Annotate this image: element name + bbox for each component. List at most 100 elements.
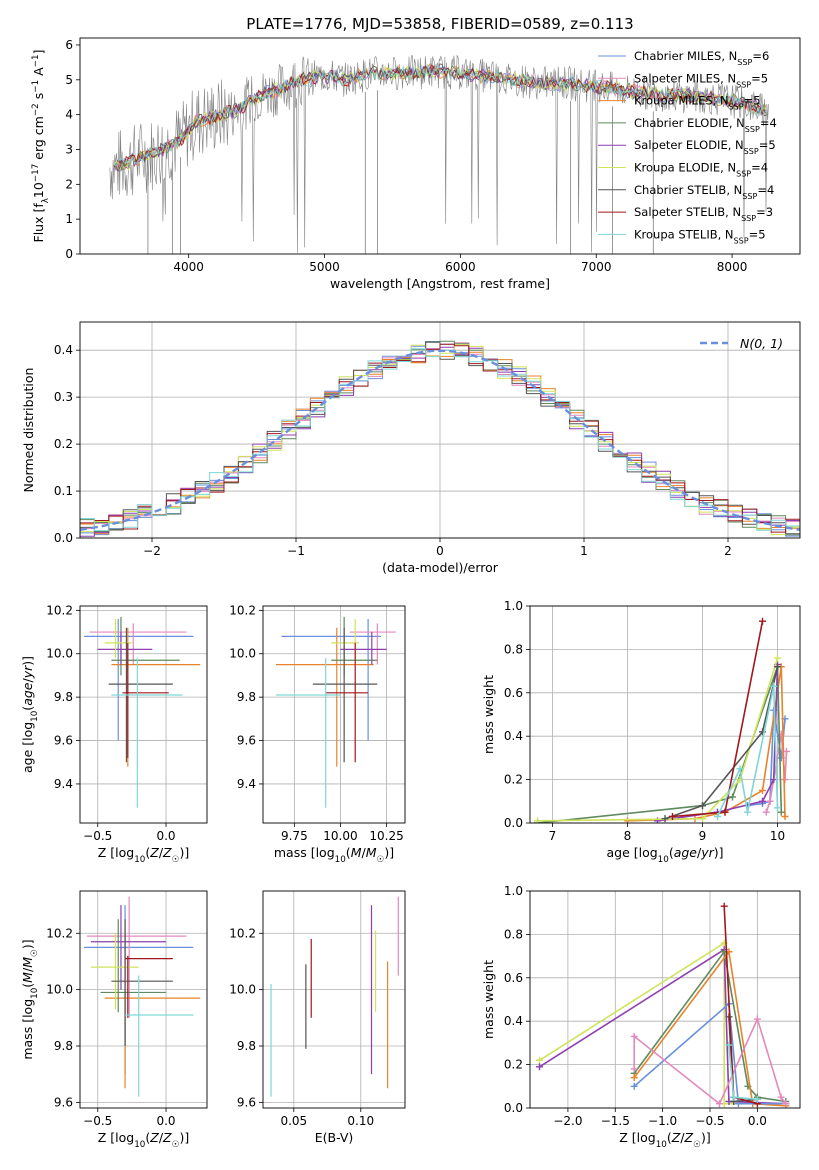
data-marker: [630, 1074, 638, 1082]
y-tick-label: 0.1: [54, 484, 73, 498]
data-marker: [630, 1065, 638, 1073]
x-tick-label: −0.5: [83, 1114, 112, 1128]
x-tick-label: 5000: [309, 260, 340, 274]
y-axis-label: mass weight: [481, 675, 496, 754]
plot-area-mass-vs-Z: [84, 896, 201, 1097]
legend-label: Salpeter MILES, NSSP=5: [634, 71, 768, 89]
y-tick-label: 0.2: [504, 773, 523, 787]
x-tick-label: 0.05: [280, 1114, 307, 1128]
weight-line-chabrier-stelib: [664, 666, 779, 820]
legend-label: Chabrier ELODIE, NSSP=4: [634, 116, 777, 133]
plot-area-weight-vs-Z: [535, 902, 790, 1108]
data-marker: [753, 1015, 761, 1023]
data-marker: [774, 663, 781, 671]
y-tick-label: 0.0: [54, 531, 73, 545]
x-tick-label: 9.75: [281, 829, 308, 843]
y-tick-label: 9.8: [237, 1039, 256, 1053]
data-marker: [777, 1093, 785, 1101]
y-tick-label: 10.2: [46, 603, 73, 617]
x-tick-label: 7: [549, 829, 557, 843]
axes-frame: [529, 605, 801, 824]
data-marker: [720, 902, 728, 910]
plot-area-age-vs-mass: [275, 616, 396, 808]
y-tick-label: 0.8: [504, 642, 523, 656]
y-tick-label: 0.6: [504, 686, 523, 700]
overlay-age-vs-mass: 9.75 10.00 10.25 9.4 9.6 9.8 10.0 10.2 mass [log…: [229, 603, 406, 865]
axes-mass-vs-Z: −0.5 0.0 9.6 9.8 10.0 10.2 Z [log10(Z/Z☉)] mass…: [20, 890, 208, 1150]
y-tick-label: 4: [65, 108, 73, 122]
axes-frame: [79, 890, 208, 1109]
data-marker: [534, 817, 541, 823]
y-tick-label: 10.0: [229, 983, 256, 997]
legend-label: Chabrier MILES, NSSP=6: [634, 49, 769, 67]
weight-line-kroupa-miles: [633, 949, 786, 1107]
y-tick-label: 3: [65, 142, 73, 156]
data-marker: [630, 1082, 638, 1090]
x-tick-label: 7000: [581, 260, 612, 274]
y-tick-label: 5: [65, 73, 73, 87]
x-axis-label: E(B-V): [315, 1130, 354, 1145]
model-line-kroupa-stelib: [113, 64, 767, 167]
weight-line-kroupa-elodie: [537, 657, 779, 822]
y-tick-label: 10.0: [229, 647, 256, 661]
overlay-mass-vs-Z: −0.5 0.0 9.6 9.8 10.0 10.2 Z [log10(Z/Z☉)] mass…: [20, 890, 208, 1150]
legend-label: Chabrier STELIB, NSSP=4: [634, 183, 774, 201]
data-marker: [770, 682, 778, 690]
weight-line-chabrier-miles: [633, 1002, 786, 1105]
x-tick-label: 0.0: [156, 1114, 175, 1128]
y-tick-label: 0.6: [504, 971, 523, 985]
data-marker: [669, 812, 676, 820]
legend-label: Kroupa STELIB, NSSP=5: [634, 227, 766, 245]
y-tick-label: 10.2: [229, 603, 256, 617]
data-marker: [736, 765, 744, 773]
data-marker: [766, 797, 774, 805]
y-tick-label: 0.4: [54, 343, 73, 357]
x-tick-label: 0.10: [347, 1114, 374, 1128]
weight-line-salpeter-miles: [633, 1016, 787, 1105]
y-tick-label: 10.0: [46, 983, 73, 997]
data-marker: [730, 1093, 738, 1101]
y-tick-label: 9.8: [54, 1039, 73, 1053]
data-marker: [729, 793, 736, 801]
y-tick-label: 9.4: [54, 777, 73, 791]
y-tick-label: 0.2: [54, 437, 73, 451]
y-tick-label: 0: [65, 247, 73, 261]
histogram-kroupa-stelib: [80, 348, 800, 538]
data-marker: [721, 808, 729, 816]
y-tick-label: 1.0: [504, 884, 523, 898]
spectrum-legend: Chabrier MILES, NSSP=6 Salpeter MILES, NS…: [598, 49, 777, 245]
data-marker: [759, 797, 766, 805]
axes-frame: [262, 605, 406, 824]
axes-spectrum: 4000 5000 6000 7000 8000 0 1 2 3 4 5 6 Chabrier MILE…: [31, 37, 801, 291]
y-tick-label: 9.6: [54, 1095, 73, 1109]
y-tick-label: 0.2: [504, 1058, 523, 1072]
data-marker: [699, 802, 706, 810]
normal-distribution-curve: [80, 349, 800, 531]
y-tick-label: 9.8: [237, 690, 256, 704]
data-marker: [624, 817, 631, 823]
x-tick-label: 4000: [173, 260, 204, 274]
data-marker: [661, 815, 669, 823]
x-tick-label: 2: [724, 544, 732, 558]
data-marker: [744, 808, 751, 816]
plot-area-spectrum: [109, 54, 769, 254]
data-marker: [715, 1100, 723, 1108]
data-marker: [630, 1032, 638, 1040]
y-tick-label: 1: [65, 212, 73, 226]
y-tick-label: 2: [65, 177, 73, 191]
x-tick-label: −0.5: [83, 829, 112, 843]
x-tick-label: 8: [624, 829, 632, 843]
data-marker: [714, 812, 721, 820]
x-tick-label: −0.5: [695, 1114, 724, 1128]
data-marker: [699, 815, 706, 823]
data-marker: [759, 617, 766, 625]
y-axis-label: Flux [fλ10−17 erg cm−2 s−1 A−1]: [31, 50, 51, 243]
histogram-salpeter-stelib: [80, 343, 800, 533]
y-axis-label: mass [log10(M/M☉)]: [20, 939, 40, 1059]
legend-label: Kroupa MILES, NSSP=5: [634, 94, 761, 112]
weight-line-salpeter-stelib: [723, 906, 758, 1105]
x-tick-label: 9: [699, 829, 707, 843]
x-axis-label: (data-model)/error: [382, 560, 499, 575]
y-tick-label: 10.2: [229, 926, 256, 940]
plot-area-mass-vs-ebv: [270, 896, 399, 1097]
